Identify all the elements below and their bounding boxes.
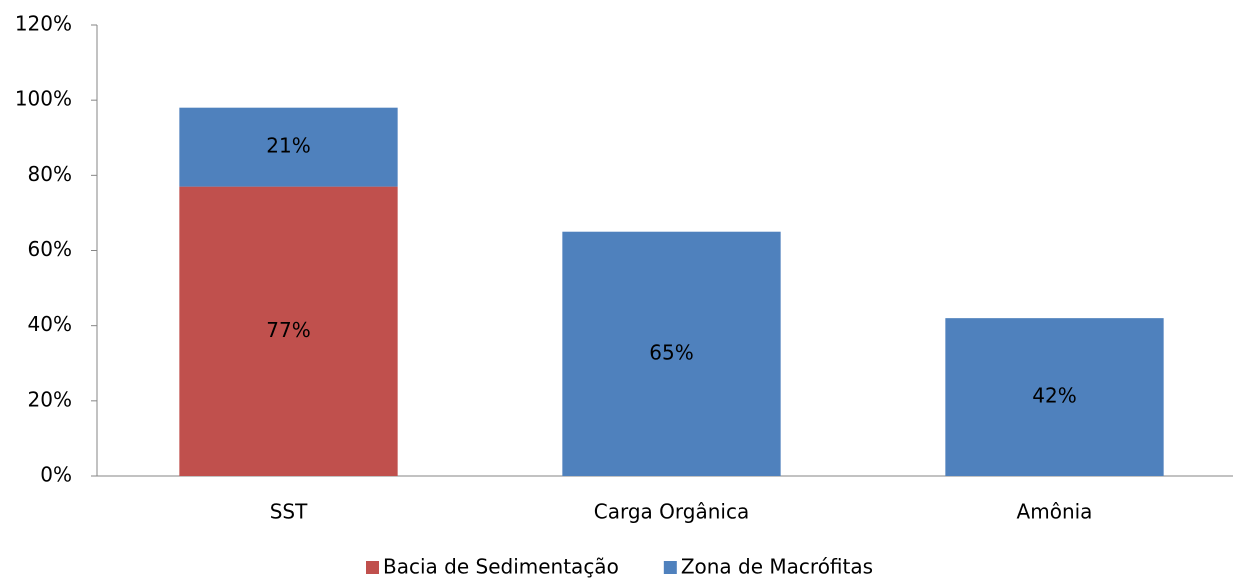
y-tick-label: 20% <box>28 387 72 411</box>
data-label: 42% <box>1032 384 1076 408</box>
bar-segment <box>562 231 781 476</box>
x-tick-label: Carga Orgânica <box>594 500 749 524</box>
legend-swatch <box>663 561 677 574</box>
x-tick-label: Amônia <box>1017 500 1093 524</box>
legend-swatch <box>366 561 379 574</box>
y-tick-label: 40% <box>28 312 72 336</box>
x-tick-label: SST <box>270 500 308 524</box>
y-tick-label: 120% <box>15 12 72 36</box>
bar-segment <box>179 186 398 476</box>
bar-segment <box>179 107 398 187</box>
data-label: 65% <box>649 340 693 364</box>
legend-label: Zona de Macrófitas <box>681 555 873 579</box>
legend-label: Bacia de Sedimentação <box>383 555 619 579</box>
data-label: 21% <box>266 134 310 158</box>
y-tick-label: 0% <box>40 463 72 487</box>
y-tick-label: 60% <box>28 237 72 261</box>
data-label: 77% <box>266 318 310 342</box>
bar-segment <box>945 318 1164 476</box>
y-tick-label: 100% <box>15 87 72 111</box>
y-tick-label: 80% <box>28 162 72 186</box>
